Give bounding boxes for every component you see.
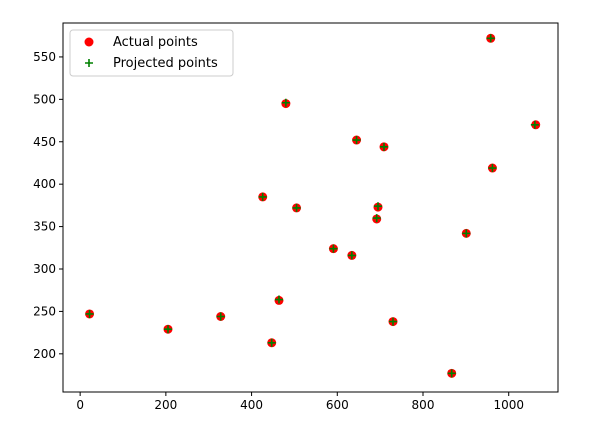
x-tick-label: 1000 — [493, 398, 524, 412]
projected-point — [216, 312, 225, 321]
y-tick-label: 450 — [33, 135, 56, 149]
x-tick-label: 400 — [240, 398, 263, 412]
x-tick-label: 800 — [412, 398, 435, 412]
projected-point — [292, 203, 301, 212]
projected-point — [85, 309, 94, 318]
legend-actual-label: Actual points — [113, 35, 198, 50]
projected-point — [530, 120, 539, 129]
y-tick-label: 350 — [33, 220, 56, 234]
legend-projected-marker — [85, 59, 93, 67]
projected-point — [372, 214, 381, 223]
projected-point — [347, 251, 356, 260]
y-tick-label: 500 — [33, 92, 56, 106]
projected-point — [488, 164, 497, 173]
projected-point — [275, 295, 283, 304]
projected-point — [462, 229, 471, 238]
legend-box — [69, 29, 234, 77]
projected-point — [267, 338, 276, 347]
projected-point — [486, 34, 495, 43]
legend-actual-marker — [84, 37, 94, 47]
projected-point — [329, 244, 338, 253]
plot-area: 0 200 400 600 800 1000 200 250 300 350 400 450 500 55… — [33, 22, 559, 412]
projected-point — [380, 142, 388, 151]
projected-point — [164, 325, 172, 334]
y-tick-label: 250 — [33, 304, 56, 318]
projected-point — [352, 136, 361, 145]
y-tick-label: 550 — [33, 50, 56, 64]
y-tick-label: 200 — [33, 347, 56, 361]
projected-point — [447, 369, 456, 378]
x-tick-label: 0 — [76, 398, 84, 412]
projected-point — [389, 317, 397, 326]
y-tick-label: 300 — [33, 262, 56, 276]
projected-point — [281, 98, 290, 107]
projected-point — [258, 192, 267, 201]
legend-projected-label: Projected points — [113, 56, 218, 71]
axes-frame — [62, 22, 559, 393]
projected-point — [374, 202, 382, 211]
y-tick-label: 400 — [33, 177, 56, 191]
x-tick-label: 200 — [154, 398, 177, 412]
x-tick-label: 600 — [326, 398, 349, 412]
